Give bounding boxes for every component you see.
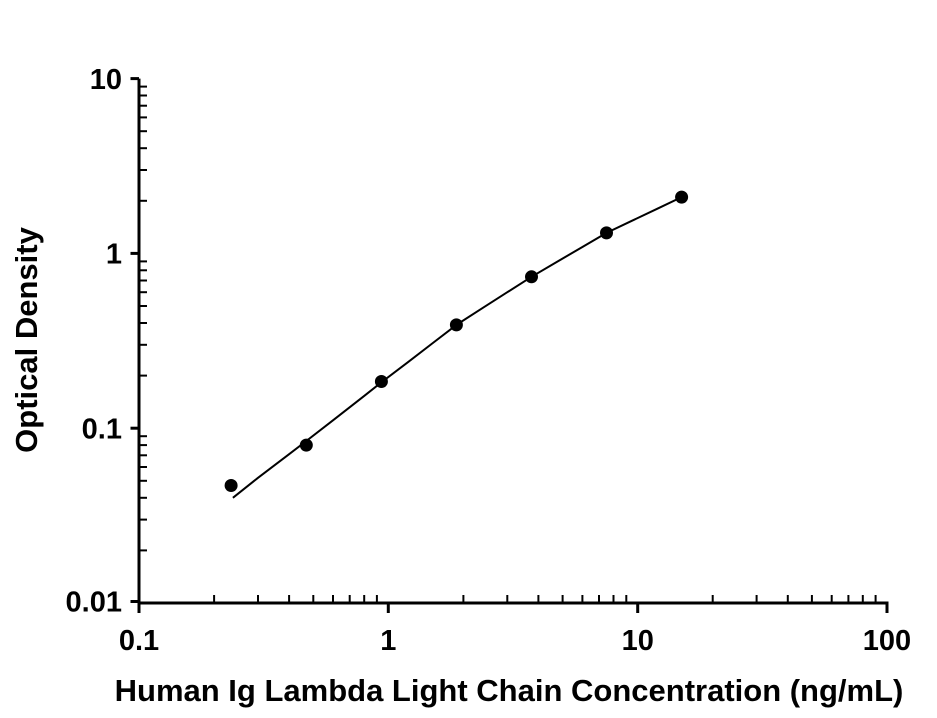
- y-tick-label: 1: [106, 239, 122, 271]
- data-point: [675, 190, 689, 204]
- x-tick-label: 100: [863, 625, 911, 657]
- fit-curve-line: [232, 196, 683, 499]
- data-point: [525, 270, 538, 284]
- y-axis-title: Optical Density: [9, 226, 44, 452]
- data-point: [600, 226, 613, 240]
- data-point: [374, 375, 388, 388]
- data-point: [299, 438, 313, 452]
- x-tick-label: 0.1: [119, 625, 159, 657]
- y-tick-label: 10: [90, 64, 122, 96]
- y-tick-label: 0.1: [82, 413, 122, 445]
- data-point: [449, 318, 463, 332]
- x-tick-label: 10: [622, 625, 654, 657]
- y-tick-label: 0.01: [66, 587, 122, 619]
- x-axis-title: Human Ig Lambda Light Chain Concentratio…: [115, 673, 904, 708]
- data-point: [224, 479, 238, 492]
- x-tick-label: 1: [380, 625, 396, 657]
